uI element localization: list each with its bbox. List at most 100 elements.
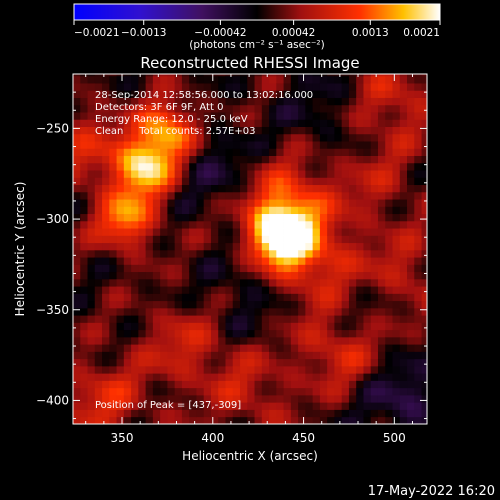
heatmap-cell [152,278,161,287]
heatmap-cell [407,365,415,374]
heatmap-cell [240,257,248,265]
heatmap-cell [283,119,292,127]
heatmap-cell [363,74,372,77]
heatmap-cell [218,184,226,193]
heatmap-cell [116,235,125,244]
heatmap-cell [269,191,277,200]
heatmap-cell [327,322,335,331]
heatmap-cell [109,365,117,374]
heatmap-cell [356,293,364,302]
heatmap-cell [247,416,255,424]
heatmap-cell [290,249,299,258]
heatmap-cell [399,199,408,207]
heatmap-cell [298,162,306,171]
heatmap-cell [94,126,103,135]
heatmap-cell [327,344,335,352]
heatmap-cell [305,191,314,200]
heatmap-cell [269,402,277,410]
heatmap-cell [348,416,357,424]
heatmap-cell [327,402,335,410]
heatmap-cell [348,358,357,367]
heatmap-cell [269,213,277,222]
heatmap-cell [145,170,154,178]
heatmap-cell [370,177,379,186]
heatmap-cell [87,387,96,396]
heatmap-cell [414,97,422,106]
heatmap-cell [196,286,205,294]
heatmap-cell [131,329,139,338]
heatmap-cell [305,300,314,309]
heatmap-cell [123,365,132,374]
heatmap-cell [181,206,190,215]
heatmap-cell [319,90,328,98]
heatmap-cell [283,170,292,178]
heatmap-cell [385,170,393,178]
heatmap-cell [254,300,263,309]
heatmap-cell [363,119,372,127]
heatmap-cell [123,402,132,410]
heatmap-cell [189,387,197,396]
heatmap-cell [152,373,161,381]
heatmap-cell [290,228,299,236]
heatmap-cell [210,315,219,323]
heatmap-cell [87,315,96,323]
heatmap-cell [232,242,241,251]
heatmap-cell [225,228,234,236]
heatmap-cell [269,286,277,294]
heatmap-cell [160,235,168,244]
heatmap-cell [123,177,132,186]
heatmap-cell [240,228,248,236]
heatmap-cell [138,344,147,352]
heatmap-cell [123,257,132,265]
heatmap-cell [225,199,234,207]
heatmap-cell [240,278,248,287]
heatmap-cell [377,74,386,77]
heatmap-cell [247,206,255,215]
heatmap-cell [399,416,408,424]
heatmap-cell [152,97,161,106]
heatmap-cell [167,300,176,309]
heatmap-cell [109,162,117,171]
heatmap-cell [80,293,88,302]
heatmap-cell [356,141,364,149]
heatmap-cell [363,199,372,207]
heatmap-cell [385,220,393,229]
heatmap-cell [145,220,154,229]
heatmap-cell [225,126,234,135]
heatmap-cell [94,351,103,360]
heatmap-cell [370,264,379,273]
heatmap-cell [160,242,168,251]
heatmap-cell [363,97,372,106]
heatmap-cell [218,148,226,156]
heatmap-cell [210,177,219,186]
heatmap-cell [116,242,125,251]
heatmap-cell [356,358,364,367]
heatmap-cell [407,380,415,389]
heatmap-cell [276,191,284,200]
heatmap-cell [210,104,219,113]
heatmap-cell [210,409,219,418]
heatmap-cell [421,329,427,338]
heatmap-cell [407,199,415,207]
heatmap-cell [138,177,147,186]
heatmap-cell [305,271,314,280]
heatmap-cell [174,228,183,236]
heatmap-cell [80,170,88,178]
heatmap-cell [203,409,212,418]
heatmap-cell [240,358,248,367]
heatmap-cell [305,278,314,287]
heatmap-cell [116,126,125,135]
heatmap-cell [218,133,226,142]
heatmap-cell [327,373,335,381]
heatmap-cell [334,365,343,374]
heatmap-cell [247,235,255,244]
heatmap-cell [102,162,110,171]
heatmap-cell [167,83,176,91]
heatmap-cell [203,315,212,323]
heatmap-cell [152,329,161,338]
heatmap-cell [189,307,197,316]
heatmap-cell [174,329,183,338]
heatmap-cell [232,300,241,309]
heatmap-cell [145,351,154,360]
heatmap-cell [152,141,161,149]
